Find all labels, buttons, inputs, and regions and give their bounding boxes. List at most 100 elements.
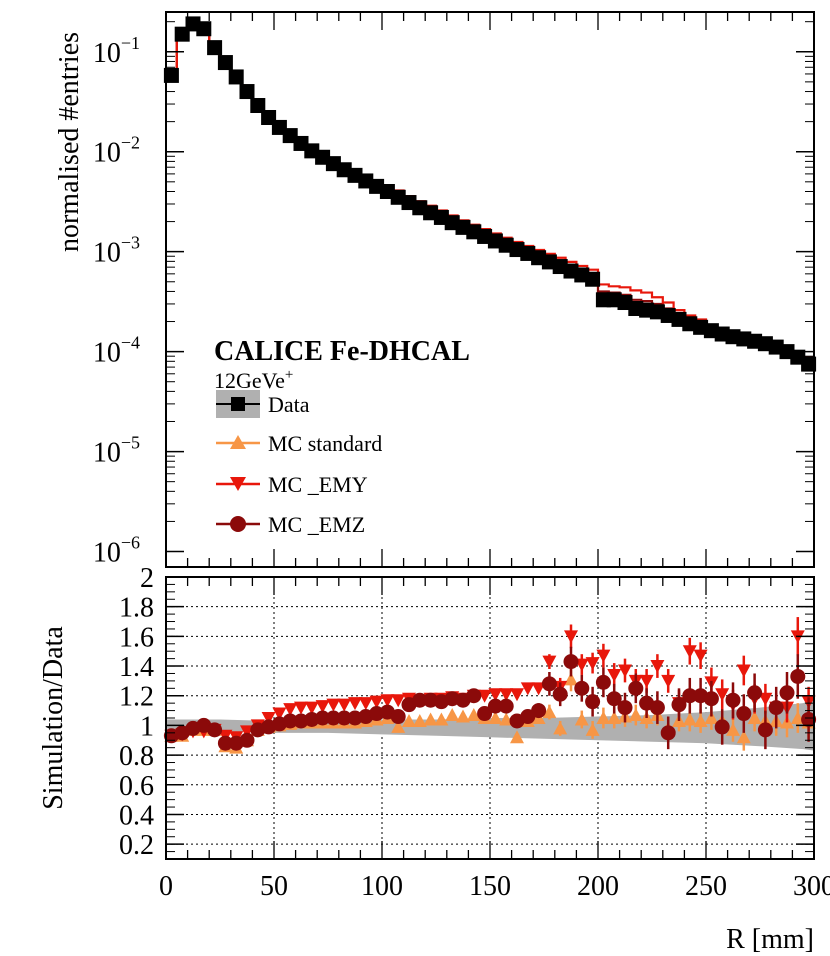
ratio-point bbox=[628, 680, 644, 696]
y-tick-exp: −6 bbox=[121, 533, 140, 553]
legend-label-data: Data bbox=[268, 392, 310, 417]
ratio-point bbox=[585, 694, 601, 710]
legend-marker-data bbox=[231, 397, 245, 411]
ratio-point bbox=[282, 713, 298, 729]
ratio-y-tick-label: 0.4 bbox=[119, 800, 154, 831]
data-point bbox=[250, 98, 266, 114]
ratio-y-tick-label: 0.2 bbox=[119, 830, 154, 861]
ratio-point bbox=[671, 697, 687, 713]
ratio-y-tick-label: 2 bbox=[140, 563, 154, 594]
ratio-point bbox=[412, 692, 428, 708]
ratio-y-axis-label: Simulation/Data bbox=[38, 626, 69, 810]
ratio-point bbox=[542, 655, 557, 669]
y-tick-label: 10−2 bbox=[93, 133, 140, 169]
ratio-point bbox=[682, 688, 698, 704]
main-frame bbox=[165, 11, 815, 568]
data-point bbox=[585, 271, 601, 287]
ratio-point bbox=[682, 645, 697, 659]
ratio-point bbox=[574, 712, 589, 726]
ratio-point bbox=[283, 703, 298, 717]
main-x-ticks bbox=[165, 12, 815, 567]
data-point bbox=[239, 84, 255, 100]
legend-label-mc-emy: MC _EMY bbox=[268, 472, 368, 497]
top-series bbox=[163, 16, 817, 372]
ratio-point bbox=[348, 697, 362, 711]
ratio-point bbox=[726, 722, 740, 736]
ratio-y-tick-label: 1.2 bbox=[119, 682, 154, 713]
ratio-point bbox=[649, 700, 665, 716]
y-tick-label: 10−3 bbox=[93, 233, 140, 269]
legend-label-mc-standard: MC standard bbox=[268, 431, 382, 456]
data-point bbox=[228, 69, 244, 85]
data-uncertainty-band bbox=[166, 698, 814, 751]
ratio-point bbox=[693, 649, 708, 663]
x-tick-label: 300 bbox=[793, 871, 830, 902]
beam-label: 12GeVe+ bbox=[214, 367, 293, 393]
ratio-point bbox=[456, 709, 470, 723]
ratio-point bbox=[402, 713, 416, 727]
ratio-point bbox=[520, 682, 535, 696]
ratio-point bbox=[596, 711, 611, 724]
y-tick-exp: −1 bbox=[121, 33, 140, 53]
hist-mc-emy bbox=[166, 24, 814, 359]
ratio-point bbox=[488, 711, 503, 724]
ratio-point bbox=[380, 694, 395, 708]
ratio-series-mc-emz bbox=[163, 646, 817, 751]
ratio-point bbox=[445, 708, 460, 722]
x-tick-label: 0 bbox=[159, 871, 173, 902]
ratio-point bbox=[714, 719, 730, 735]
experiment-label: CALICE Fe-DHCAL bbox=[214, 336, 470, 367]
ratio-point bbox=[326, 698, 341, 712]
legend-label-mc-emz: MC _EMZ bbox=[268, 512, 365, 537]
ratio-point bbox=[391, 694, 406, 708]
ratio-point bbox=[294, 701, 308, 715]
ratio-point bbox=[390, 709, 406, 725]
beam-energy: 12GeV bbox=[214, 368, 278, 393]
ratio-point bbox=[736, 706, 752, 722]
ratio-point bbox=[747, 711, 762, 724]
ratio-point bbox=[574, 680, 590, 696]
ratio-point bbox=[564, 630, 578, 644]
ratio-y-tick-label: 1.4 bbox=[119, 652, 154, 683]
ratio-point bbox=[434, 712, 449, 726]
ratio-point bbox=[704, 711, 719, 724]
ratio-point bbox=[801, 711, 817, 727]
ratio-point bbox=[477, 706, 493, 722]
ratio-point bbox=[736, 730, 751, 744]
ratio-point bbox=[272, 707, 287, 721]
hist-mc-standard bbox=[166, 23, 814, 365]
ratio-y-tick-label: 1 bbox=[140, 711, 154, 742]
x-tick-label: 100 bbox=[361, 871, 403, 902]
x-tick-label: 250 bbox=[685, 871, 727, 902]
ratio-point bbox=[747, 685, 763, 701]
ratio-y-tick-label: 0.6 bbox=[119, 771, 154, 802]
ratio-series bbox=[163, 617, 817, 754]
hist-mc-emz bbox=[166, 23, 814, 362]
ratio-point bbox=[639, 674, 654, 688]
ratio-point bbox=[607, 711, 622, 724]
x-axis-label: R [mm] bbox=[726, 924, 814, 955]
ratio-point bbox=[542, 705, 557, 719]
ratio-point bbox=[617, 700, 633, 716]
y-tick-label: 10−5 bbox=[93, 433, 140, 469]
data-point bbox=[217, 55, 233, 71]
ratio-point bbox=[736, 664, 751, 678]
ratio-point bbox=[325, 710, 341, 726]
ratio-point bbox=[510, 730, 524, 744]
ratio-point bbox=[487, 698, 503, 714]
ratio-point bbox=[207, 722, 223, 738]
ratio-point bbox=[758, 692, 773, 706]
ratio-point bbox=[779, 685, 795, 701]
ratio-point bbox=[585, 722, 600, 736]
ratio-panel: 0.20.40.60.811.21.41.61.82 0 50 100 150 200 2… bbox=[38, 563, 830, 955]
ratio-point bbox=[703, 691, 719, 707]
x-tick-label: 150 bbox=[469, 871, 511, 902]
ratio-point bbox=[498, 698, 514, 714]
y-tick-label: 10−4 bbox=[93, 333, 140, 369]
y-tick-label: 10−1 bbox=[93, 33, 140, 69]
main-y-axis-label: normalised #entries bbox=[54, 32, 85, 252]
y-tick-exp: −4 bbox=[121, 333, 140, 353]
ratio-point bbox=[661, 674, 676, 688]
beam-particle: e bbox=[275, 368, 285, 393]
ratio-point bbox=[618, 664, 632, 678]
